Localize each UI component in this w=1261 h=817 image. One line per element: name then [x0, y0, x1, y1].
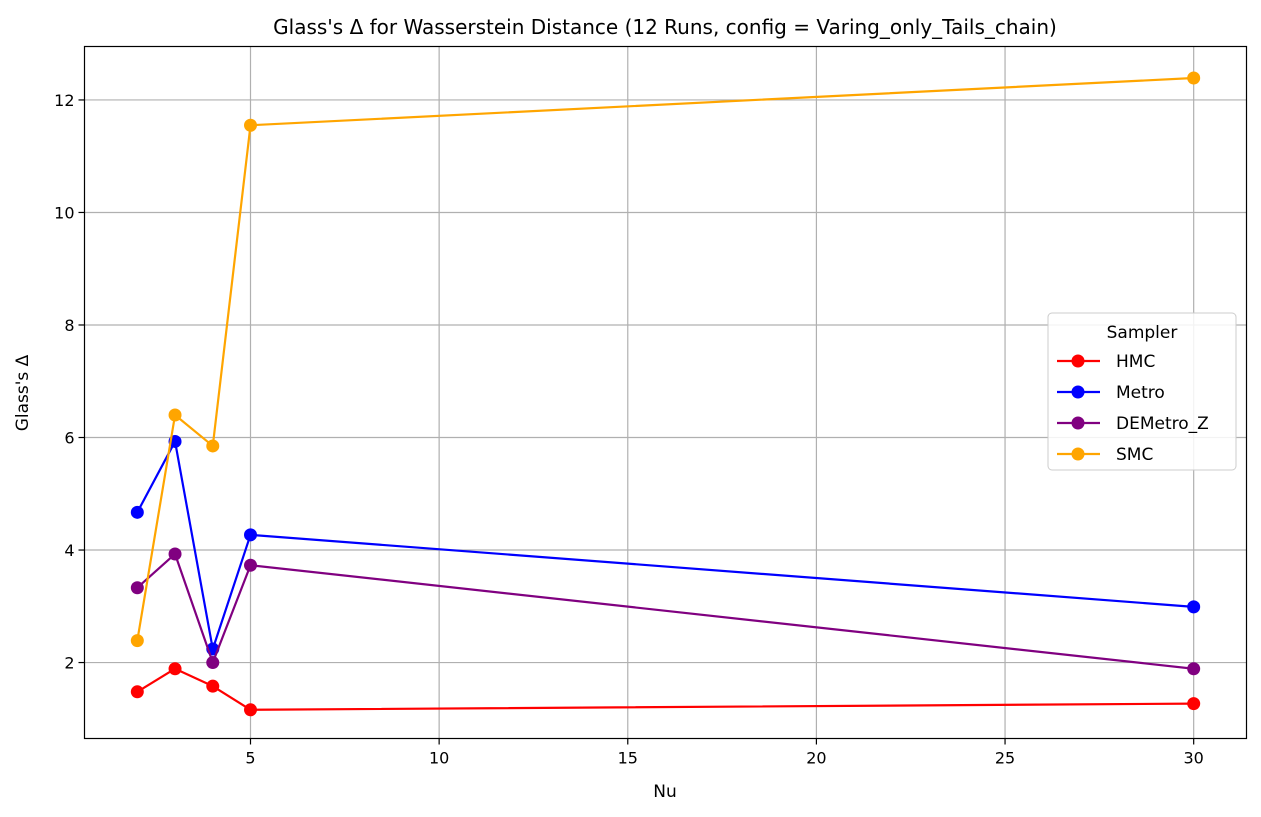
x-axis-label: Nu — [653, 782, 677, 802]
data-point-metro — [1187, 600, 1201, 614]
data-point-demetro-z — [244, 558, 257, 572]
data-point-demetro-z — [168, 547, 182, 561]
x-tick-label: 5 — [245, 749, 255, 768]
y-tick-label: 8 — [64, 316, 74, 335]
legend-marker — [1071, 447, 1085, 461]
data-point-metro — [130, 505, 144, 519]
chart-title: Glass's Δ for Wasserstein Distance (12 R… — [273, 15, 1057, 39]
legend-label: HMC — [1116, 352, 1155, 372]
x-tick-label: 30 — [1184, 749, 1204, 768]
x-tick-label: 20 — [806, 749, 826, 768]
data-point-demetro-z — [130, 581, 144, 595]
legend-entry-smc: SMC — [1057, 445, 1153, 465]
legend-marker — [1071, 354, 1085, 368]
data-point-hmc — [244, 703, 257, 717]
series-hmc — [130, 662, 1201, 717]
x-tick-label: 10 — [429, 749, 449, 768]
legend-marker — [1071, 416, 1085, 430]
series-demetro-z — [130, 547, 1201, 676]
legend-entry-hmc: HMC — [1057, 352, 1155, 372]
y-axis-ticks: 2 4 6 8 10 12 — [54, 91, 85, 673]
legend: Sampler HMC Metro DEMetro_Z SMC — [1047, 312, 1237, 471]
legend-entry-metro: Metro — [1057, 383, 1165, 403]
data-point-demetro-z — [206, 656, 220, 670]
legend-box — [1047, 312, 1237, 471]
legend-marker — [1071, 385, 1085, 399]
data-point-smc — [168, 408, 182, 422]
y-axis-label: Glass's Δ — [13, 354, 33, 431]
x-tick-label: 25 — [995, 749, 1015, 768]
data-point-hmc — [168, 662, 182, 676]
y-tick-label: 2 — [64, 654, 74, 673]
data-point-hmc — [1187, 697, 1201, 711]
y-tick-label: 6 — [64, 429, 74, 448]
data-point-metro — [244, 528, 257, 542]
y-tick-label: 10 — [54, 203, 74, 222]
series-layer — [130, 71, 1201, 717]
data-point-smc — [1187, 71, 1201, 85]
data-point-demetro-z — [1187, 662, 1201, 676]
plot-frame — [83, 45, 1248, 740]
y-tick-label: 12 — [54, 91, 74, 110]
data-point-smc — [244, 118, 257, 132]
legend-label: SMC — [1116, 445, 1153, 465]
data-point-hmc — [206, 679, 220, 693]
legend-label: Metro — [1116, 383, 1165, 403]
legend-label: DEMetro_Z — [1116, 414, 1209, 434]
data-point-hmc — [130, 685, 144, 699]
legend-entries: HMC Metro DEMetro_Z SMC — [1057, 352, 1209, 465]
legend-entry-demetro-z: DEMetro_Z — [1057, 414, 1209, 434]
x-tick-label: 15 — [618, 749, 638, 768]
legend-title: Sampler — [1107, 323, 1178, 343]
series-smc — [130, 71, 1201, 648]
data-point-smc — [130, 634, 144, 648]
x-axis-ticks: 5 10 15 20 25 30 — [245, 738, 1204, 768]
y-tick-label: 4 — [64, 541, 74, 560]
data-point-smc — [206, 439, 220, 453]
